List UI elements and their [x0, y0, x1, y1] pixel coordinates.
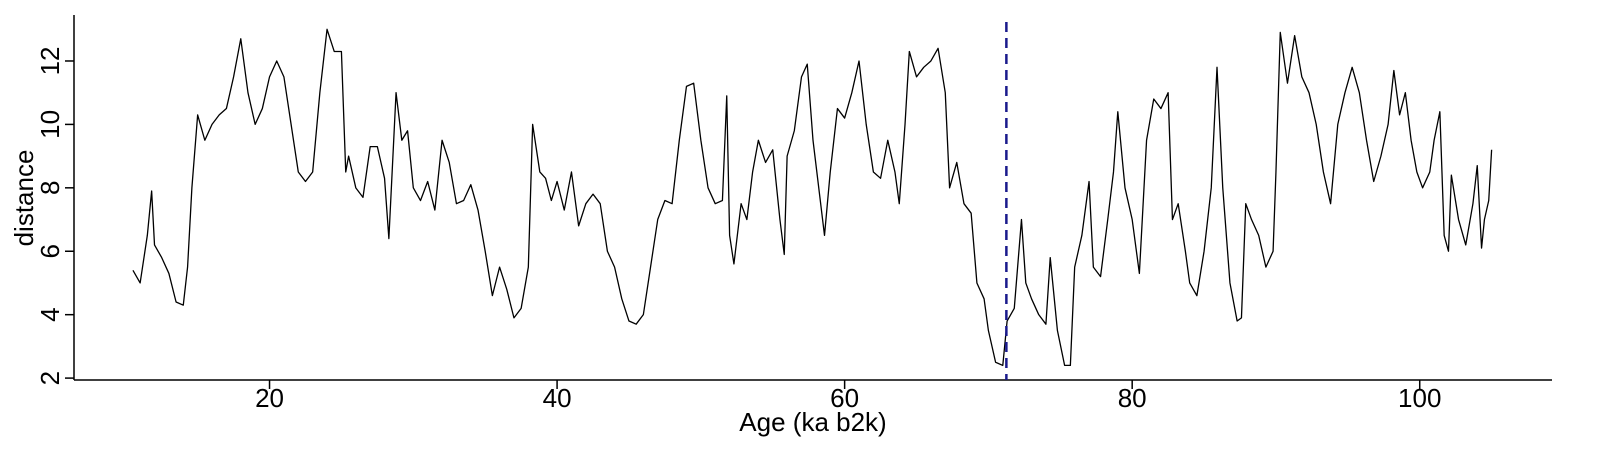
- x-axis-label: Age (ka b2k): [739, 407, 886, 437]
- y-tick-label: 2: [35, 371, 65, 385]
- x-tick-label: 60: [830, 383, 859, 413]
- y-axis-label: distance: [9, 150, 39, 247]
- y-tick-label: 10: [35, 110, 65, 139]
- y-tick-label: 4: [35, 307, 65, 321]
- y-tick-label: 8: [35, 181, 65, 195]
- x-tick-label: 20: [255, 383, 284, 413]
- y-tick-label: 12: [35, 47, 65, 76]
- x-tick-label: 40: [543, 383, 572, 413]
- x-tick-label: 80: [1118, 383, 1147, 413]
- data-line: [132, 28, 1493, 367]
- y-tick-label: 6: [35, 244, 65, 258]
- x-tick-label: 100: [1398, 383, 1441, 413]
